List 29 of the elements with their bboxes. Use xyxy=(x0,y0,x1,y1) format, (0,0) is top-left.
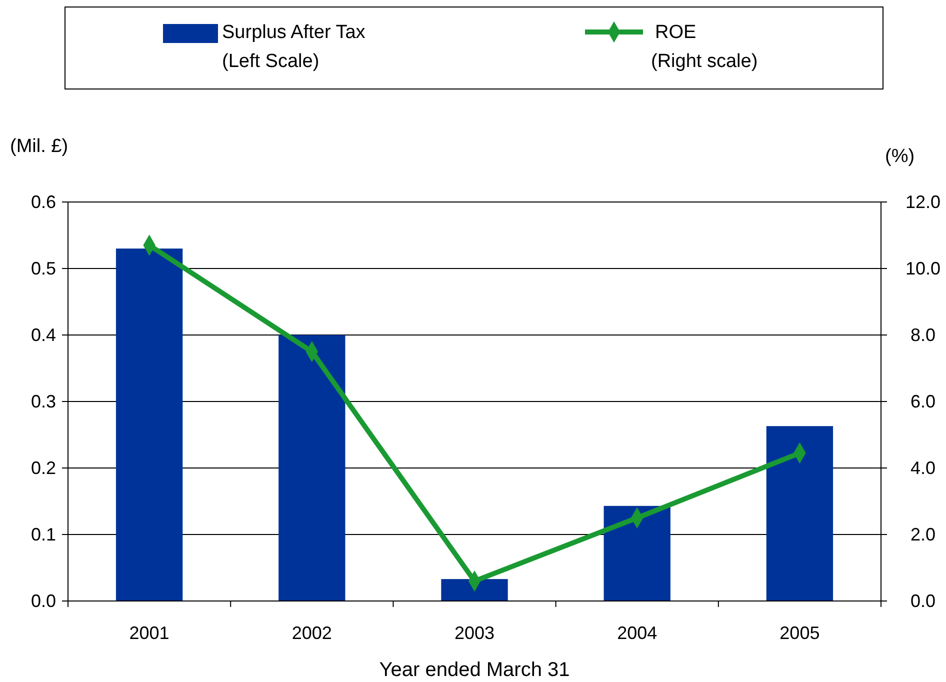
x-tick-label: 2005 xyxy=(780,623,820,643)
y2-tick-label: 10.0 xyxy=(905,258,941,278)
y2-tick-label: 8.0 xyxy=(910,325,936,345)
y-tick-label: 0.1 xyxy=(30,524,56,544)
y2-tick-label: 0.0 xyxy=(910,591,936,611)
x-tick-label: 2001 xyxy=(129,623,170,643)
bar xyxy=(116,248,183,601)
y-tick-label: 0.6 xyxy=(30,192,56,212)
bar xyxy=(766,426,834,601)
x-tick-label: 2003 xyxy=(454,623,495,643)
y-axis-title: (Mil. £) xyxy=(10,136,68,157)
y-tick-label: 0.5 xyxy=(30,258,56,278)
y2-axis-title: (%) xyxy=(885,146,915,167)
y2-tick-label: 12.0 xyxy=(905,192,941,212)
x-tick-label: 2004 xyxy=(617,623,658,643)
x-axis-title: Year ended March 31 xyxy=(379,659,570,681)
legend-label: Surplus After Tax (Left Scale) xyxy=(222,22,366,72)
bar xyxy=(604,506,670,601)
bar xyxy=(441,579,508,601)
y-tick-label: 0.2 xyxy=(30,458,56,478)
y2-tick-label: 6.0 xyxy=(910,392,936,412)
y-tick-label: 0.3 xyxy=(30,392,56,412)
y2-tick-label: 2.0 xyxy=(910,524,936,544)
y-tick-label: 0.0 xyxy=(30,591,56,611)
legend-label: ROE (Right scale) xyxy=(651,22,758,72)
y2-tick-label: 4.0 xyxy=(910,458,936,478)
x-tick-label: 2002 xyxy=(292,623,332,643)
bar xyxy=(278,335,346,601)
y-tick-label: 0.4 xyxy=(30,325,56,345)
